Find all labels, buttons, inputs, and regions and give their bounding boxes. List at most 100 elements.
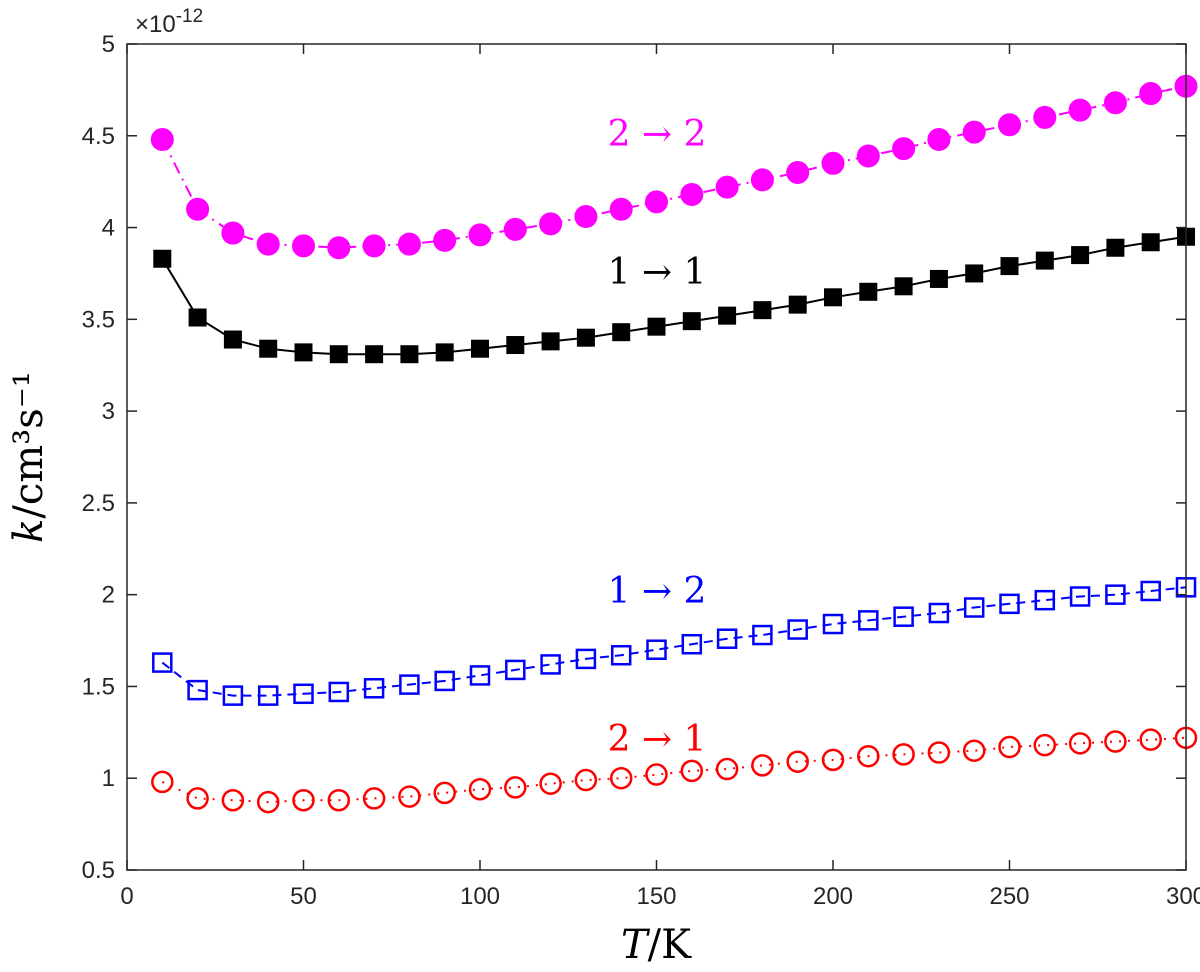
data-point bbox=[574, 768, 598, 792]
data-point bbox=[362, 787, 386, 810]
data-point bbox=[786, 160, 810, 184]
data-point bbox=[645, 190, 668, 214]
data-point bbox=[786, 750, 809, 773]
data-point bbox=[1103, 91, 1127, 115]
y-tick-label: 4 bbox=[102, 215, 115, 242]
data-point bbox=[715, 757, 739, 781]
data-point bbox=[1104, 730, 1127, 753]
data-point bbox=[999, 593, 1020, 615]
data-point bbox=[750, 168, 774, 192]
data-point bbox=[365, 345, 384, 364]
data-point bbox=[398, 785, 421, 808]
data-point bbox=[397, 232, 421, 256]
data-point bbox=[186, 197, 210, 221]
data-point bbox=[1068, 98, 1092, 122]
data-point bbox=[539, 772, 562, 795]
data-point bbox=[1033, 733, 1057, 757]
data-point bbox=[256, 232, 280, 256]
x-axis-title: T/K bbox=[621, 922, 692, 968]
data-point bbox=[471, 339, 489, 358]
y-tick-label: 4.5 bbox=[82, 123, 115, 150]
series-1 bbox=[153, 227, 1195, 364]
data-point bbox=[822, 613, 844, 635]
data-point bbox=[856, 144, 880, 168]
data-point bbox=[718, 306, 737, 325]
annotation-1-to-2: 1 → 2 bbox=[608, 571, 707, 612]
data-point bbox=[1071, 246, 1090, 265]
data-point bbox=[1106, 238, 1125, 257]
data-point bbox=[858, 610, 879, 631]
data-point bbox=[469, 665, 491, 686]
data-point bbox=[506, 336, 525, 355]
data-point bbox=[433, 781, 456, 805]
data-point bbox=[1000, 257, 1019, 276]
data-point bbox=[329, 345, 348, 364]
data-point bbox=[680, 183, 704, 207]
data-point bbox=[610, 644, 632, 666]
data-point bbox=[609, 766, 633, 790]
data-point bbox=[292, 234, 315, 258]
series-line bbox=[161, 586, 1187, 697]
data-point bbox=[752, 624, 773, 646]
data-point bbox=[998, 735, 1021, 759]
data-point bbox=[857, 744, 880, 768]
data-point bbox=[223, 330, 242, 349]
y-tick-label: 2 bbox=[102, 582, 115, 609]
x-tick-label: 250 bbox=[989, 883, 1029, 910]
data-point bbox=[753, 301, 772, 320]
data-point bbox=[645, 763, 668, 786]
data-point bbox=[539, 212, 563, 236]
data-point bbox=[186, 787, 209, 810]
data-point bbox=[328, 681, 350, 703]
data-point bbox=[541, 332, 560, 351]
data-point bbox=[927, 127, 951, 151]
x-tick-label: 150 bbox=[636, 883, 676, 910]
x-tick-label: 0 bbox=[120, 883, 133, 910]
y-tick-label: 0.5 bbox=[82, 857, 115, 884]
data-point bbox=[540, 654, 561, 675]
data-point bbox=[256, 790, 280, 814]
data-point bbox=[150, 127, 174, 151]
data-point bbox=[221, 788, 245, 812]
data-point bbox=[468, 777, 492, 801]
y-axis-title: k/cm³s⁻¹ bbox=[6, 371, 52, 543]
data-point bbox=[1105, 584, 1126, 605]
data-point bbox=[646, 639, 667, 660]
y-exponent: ×10-12 bbox=[135, 6, 203, 38]
x-tick-label: 300 bbox=[1166, 883, 1200, 910]
data-point bbox=[821, 151, 845, 175]
ticks-layer: 0 50 100 150 200 250 300 0.5 1 1.5 2 2.5 3 3.5 4 4.5 5 bbox=[82, 31, 1200, 910]
data-point bbox=[965, 264, 984, 283]
data-point bbox=[682, 312, 701, 331]
y-tick-label: 3 bbox=[102, 398, 115, 425]
data-point bbox=[399, 674, 420, 695]
data-point bbox=[468, 223, 492, 247]
y-tick-label: 2.5 bbox=[82, 490, 115, 517]
data-point bbox=[435, 343, 454, 362]
data-point bbox=[929, 269, 948, 288]
data-point bbox=[927, 741, 951, 764]
y-tick-label: 3.5 bbox=[82, 306, 115, 333]
data-point bbox=[716, 628, 738, 649]
data-point bbox=[151, 770, 174, 794]
data-point bbox=[859, 282, 878, 301]
data-point bbox=[574, 205, 598, 229]
data-point bbox=[505, 659, 526, 681]
data-point bbox=[257, 685, 279, 706]
data-point bbox=[576, 328, 595, 347]
data-point bbox=[363, 678, 385, 699]
data-point bbox=[504, 776, 527, 799]
data-point bbox=[892, 137, 916, 161]
data-point bbox=[503, 217, 527, 241]
data-point bbox=[1068, 732, 1092, 755]
series-0 bbox=[150, 74, 1198, 260]
data-point bbox=[962, 120, 986, 144]
data-point bbox=[1035, 251, 1054, 270]
data-point bbox=[1033, 105, 1057, 129]
data-point bbox=[292, 788, 315, 812]
data-point bbox=[153, 249, 172, 268]
data-point bbox=[221, 221, 245, 245]
data-point bbox=[751, 754, 774, 777]
data-point bbox=[327, 236, 351, 260]
